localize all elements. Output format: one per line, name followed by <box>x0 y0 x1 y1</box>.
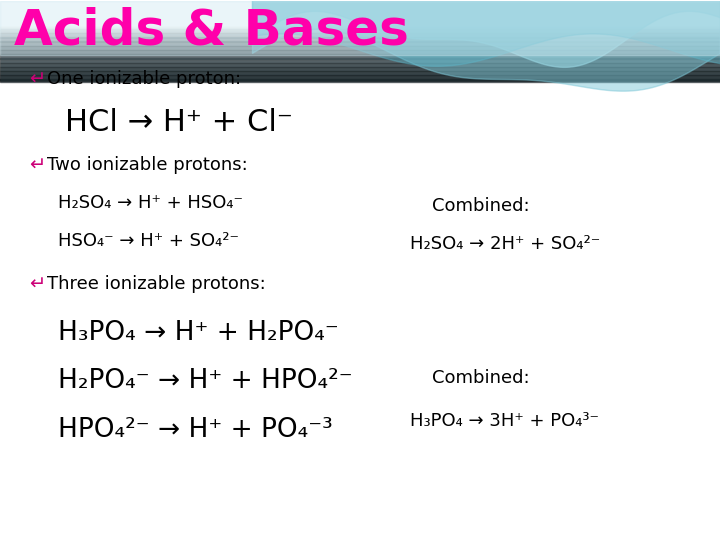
Text: H₂SO₄ → H⁺ + HSO₄⁻: H₂SO₄ → H⁺ + HSO₄⁻ <box>58 194 243 212</box>
FancyBboxPatch shape <box>0 59 720 60</box>
FancyBboxPatch shape <box>0 66 720 68</box>
FancyBboxPatch shape <box>0 33 720 34</box>
FancyBboxPatch shape <box>0 55 720 56</box>
FancyBboxPatch shape <box>0 36 720 37</box>
FancyBboxPatch shape <box>0 39 720 40</box>
Text: HSO₄⁻ → H⁺ + SO₄²⁻: HSO₄⁻ → H⁺ + SO₄²⁻ <box>58 232 238 250</box>
FancyBboxPatch shape <box>0 40 720 42</box>
Text: Acids & Bases: Acids & Bases <box>14 7 409 55</box>
FancyBboxPatch shape <box>0 62 720 63</box>
FancyBboxPatch shape <box>0 42 720 43</box>
FancyBboxPatch shape <box>0 47 720 48</box>
Text: H₃PO₄ → H⁺ + H₂PO₄⁻: H₃PO₄ → H⁺ + H₂PO₄⁻ <box>58 320 338 346</box>
Text: HPO₄²⁻ → H⁺ + PO₄⁻³: HPO₄²⁻ → H⁺ + PO₄⁻³ <box>58 416 333 443</box>
Text: Combined:: Combined: <box>432 197 530 215</box>
FancyBboxPatch shape <box>0 52 720 53</box>
Text: One ionizable proton:: One ionizable proton: <box>47 70 241 88</box>
Text: H₃PO₄ → 3H⁺ + PO₄³⁻: H₃PO₄ → 3H⁺ + PO₄³⁻ <box>410 413 599 430</box>
FancyBboxPatch shape <box>0 43 720 44</box>
FancyBboxPatch shape <box>0 63 720 64</box>
FancyBboxPatch shape <box>0 60 720 61</box>
FancyBboxPatch shape <box>0 32 720 33</box>
FancyBboxPatch shape <box>0 50 720 51</box>
FancyBboxPatch shape <box>0 75 720 76</box>
FancyBboxPatch shape <box>0 80 720 81</box>
Text: Two ionizable protons:: Two ionizable protons: <box>47 157 248 174</box>
FancyBboxPatch shape <box>0 51 720 52</box>
FancyBboxPatch shape <box>0 57 720 58</box>
Bar <box>0 1 720 55</box>
FancyBboxPatch shape <box>0 71 720 72</box>
FancyBboxPatch shape <box>0 64 720 65</box>
FancyBboxPatch shape <box>0 78 720 79</box>
FancyBboxPatch shape <box>0 35 720 36</box>
FancyBboxPatch shape <box>0 31 720 32</box>
FancyBboxPatch shape <box>0 79 720 80</box>
FancyBboxPatch shape <box>0 70 720 71</box>
FancyBboxPatch shape <box>0 74 720 75</box>
Text: Combined:: Combined: <box>432 369 530 387</box>
Text: HCl → H⁺ + Cl⁻: HCl → H⁺ + Cl⁻ <box>65 108 292 137</box>
FancyBboxPatch shape <box>0 45 720 46</box>
FancyBboxPatch shape <box>0 56 720 57</box>
FancyBboxPatch shape <box>0 44 720 45</box>
FancyBboxPatch shape <box>0 72 720 73</box>
FancyBboxPatch shape <box>0 81 720 82</box>
FancyBboxPatch shape <box>0 46 720 47</box>
FancyBboxPatch shape <box>0 65 720 66</box>
FancyBboxPatch shape <box>0 49 720 50</box>
Text: H₂PO₄⁻ → H⁺ + HPO₄²⁻: H₂PO₄⁻ → H⁺ + HPO₄²⁻ <box>58 368 352 394</box>
FancyBboxPatch shape <box>0 53 720 55</box>
Text: H₂SO₄ → 2H⁺ + SO₄²⁻: H₂SO₄ → 2H⁺ + SO₄²⁻ <box>410 234 600 253</box>
FancyBboxPatch shape <box>0 58 720 59</box>
Text: Three ionizable protons:: Three ionizable protons: <box>47 275 266 293</box>
FancyBboxPatch shape <box>0 48 720 49</box>
FancyBboxPatch shape <box>0 77 720 78</box>
Text: ↵: ↵ <box>29 156 45 175</box>
FancyBboxPatch shape <box>0 73 720 74</box>
FancyBboxPatch shape <box>0 37 720 38</box>
Text: ↵: ↵ <box>29 70 45 89</box>
FancyBboxPatch shape <box>0 38 720 39</box>
FancyBboxPatch shape <box>0 68 720 69</box>
FancyBboxPatch shape <box>0 76 720 77</box>
FancyBboxPatch shape <box>0 34 720 35</box>
Text: ↵: ↵ <box>29 274 45 294</box>
FancyBboxPatch shape <box>0 61 720 62</box>
FancyBboxPatch shape <box>0 69 720 70</box>
